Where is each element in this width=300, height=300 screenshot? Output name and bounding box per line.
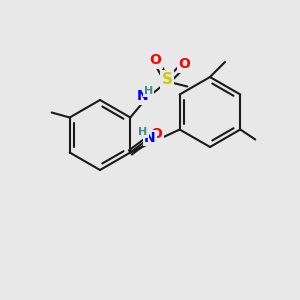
Text: H: H [138, 127, 148, 137]
Text: N: N [144, 131, 156, 145]
Text: O: O [149, 53, 161, 68]
Text: O: O [150, 128, 162, 142]
Text: S: S [162, 72, 173, 87]
Text: N: N [136, 89, 148, 103]
Text: H: H [144, 85, 153, 95]
Text: O: O [178, 58, 190, 71]
